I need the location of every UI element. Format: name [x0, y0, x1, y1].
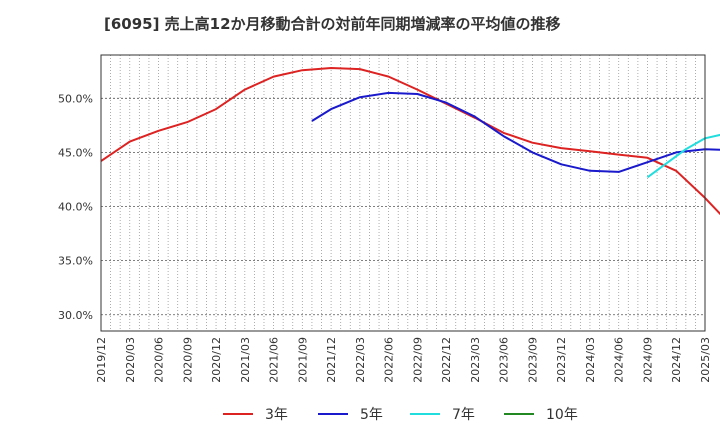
x-tick-label: 2022/09 — [411, 337, 424, 383]
x-tick-label: 2024/09 — [641, 337, 654, 383]
legend-label: 3年 — [265, 407, 288, 423]
plot-frame — [100, 54, 706, 332]
x-tick-label: 2023/06 — [498, 337, 511, 383]
vertical-grid — [110, 55, 696, 331]
legend-label: 7年 — [452, 407, 475, 423]
series-line-5年 — [311, 91, 720, 173]
x-tick-label: 2022/12 — [440, 337, 453, 383]
x-tick-label: 2021/12 — [325, 337, 338, 383]
legend-label: 5年 — [360, 407, 383, 423]
plot-background — [101, 55, 705, 331]
x-tick-label: 2022/06 — [383, 337, 396, 383]
x-tick-label: 2020/06 — [153, 337, 166, 383]
legend: 3年 5年 7年 10年 — [223, 407, 578, 423]
x-tick-label: 2024/12 — [670, 337, 683, 383]
x-tick-label: 2019/12 — [95, 337, 108, 383]
x-tick-label: 2024/06 — [613, 337, 626, 383]
x-tick-label: 2023/09 — [526, 337, 539, 383]
series-line-7年 — [646, 133, 720, 179]
x-tick-label: 2022/03 — [354, 337, 367, 383]
x-tick-label: 2020/09 — [181, 337, 194, 383]
y-tick-label: 45.0% — [58, 146, 93, 159]
x-tick-label: 2020/03 — [124, 337, 137, 383]
x-tick-label: 2021/09 — [296, 337, 309, 383]
y-tick-label: 35.0% — [58, 255, 93, 268]
x-tick-label: 2023/12 — [555, 337, 568, 383]
x-tick-label: 2021/06 — [268, 337, 281, 383]
x-tick-label: 2024/03 — [584, 337, 597, 383]
x-tick-label: 2020/12 — [210, 337, 223, 383]
chart-title: [6095] 売上高12か月移動合計の対前年同期増減率の平均値の推移 — [104, 15, 561, 33]
y-tick-label: 50.0% — [58, 92, 93, 105]
legend-label: 10年 — [546, 407, 578, 423]
y-tick-label: 30.0% — [58, 309, 93, 322]
x-tick-label: 2025/03 — [699, 337, 712, 383]
x-tick-label: 2023/03 — [469, 337, 482, 383]
y-tick-label: 40.0% — [58, 201, 93, 214]
x-tick-label: 2021/03 — [239, 337, 252, 383]
x-axis-ticks: 2019/12 2020/03 2020/06 2020/09 2020/12 2021/… — [95, 337, 712, 383]
series-lines — [100, 67, 720, 216]
horizontal-grid — [101, 97, 705, 316]
y-axis-ticks: 30.0% 35.0% 40.0% 45.0% 50.0% — [58, 92, 93, 321]
